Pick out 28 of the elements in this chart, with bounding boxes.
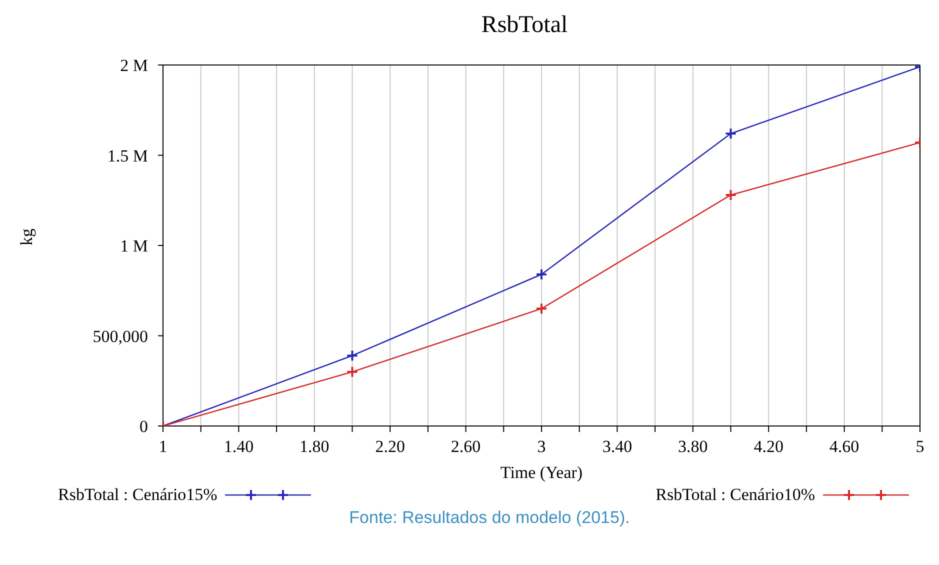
- x-tick-label: 4.60: [829, 437, 860, 456]
- y-tick-label: 500,000: [92, 326, 148, 346]
- chart-title: RsbTotal: [480, 11, 569, 40]
- x-tick-label: 3.40: [602, 437, 632, 456]
- y-tick-label: 1 M: [120, 236, 148, 256]
- x-tick-label: 1.80: [300, 437, 330, 456]
- y-tick-label: 0: [140, 417, 148, 436]
- point: [726, 190, 736, 200]
- x-tick-label: 4.20: [754, 437, 784, 456]
- y-axis-title: kg: [17, 228, 36, 246]
- legend-label: RsbTotal : Cenário10%: [656, 485, 815, 505]
- point: [536, 269, 546, 280]
- point: [536, 304, 546, 314]
- x-tick-label: 3: [537, 437, 546, 456]
- x-tick-label: 2.60: [450, 437, 481, 456]
- x-tick-label: 3.80: [678, 437, 708, 456]
- point: [726, 128, 736, 139]
- y-tick-label: 1.5 M: [107, 146, 148, 166]
- x-tick-label: 1.40: [224, 437, 254, 456]
- y-tick-label: 2 M: [120, 56, 148, 76]
- x-tick-label: 2.20: [375, 437, 405, 456]
- source-note: Fonte: Resultados do modelo (2015).: [348, 508, 631, 528]
- legend-label: RsbTotal : Cenário15%: [58, 485, 218, 505]
- point: [347, 350, 358, 361]
- x-tick-label: 1: [158, 437, 168, 456]
- x-tick-label: 5: [916, 437, 924, 456]
- point: [347, 366, 358, 377]
- x-axis-title: Time (Year): [500, 463, 583, 482]
